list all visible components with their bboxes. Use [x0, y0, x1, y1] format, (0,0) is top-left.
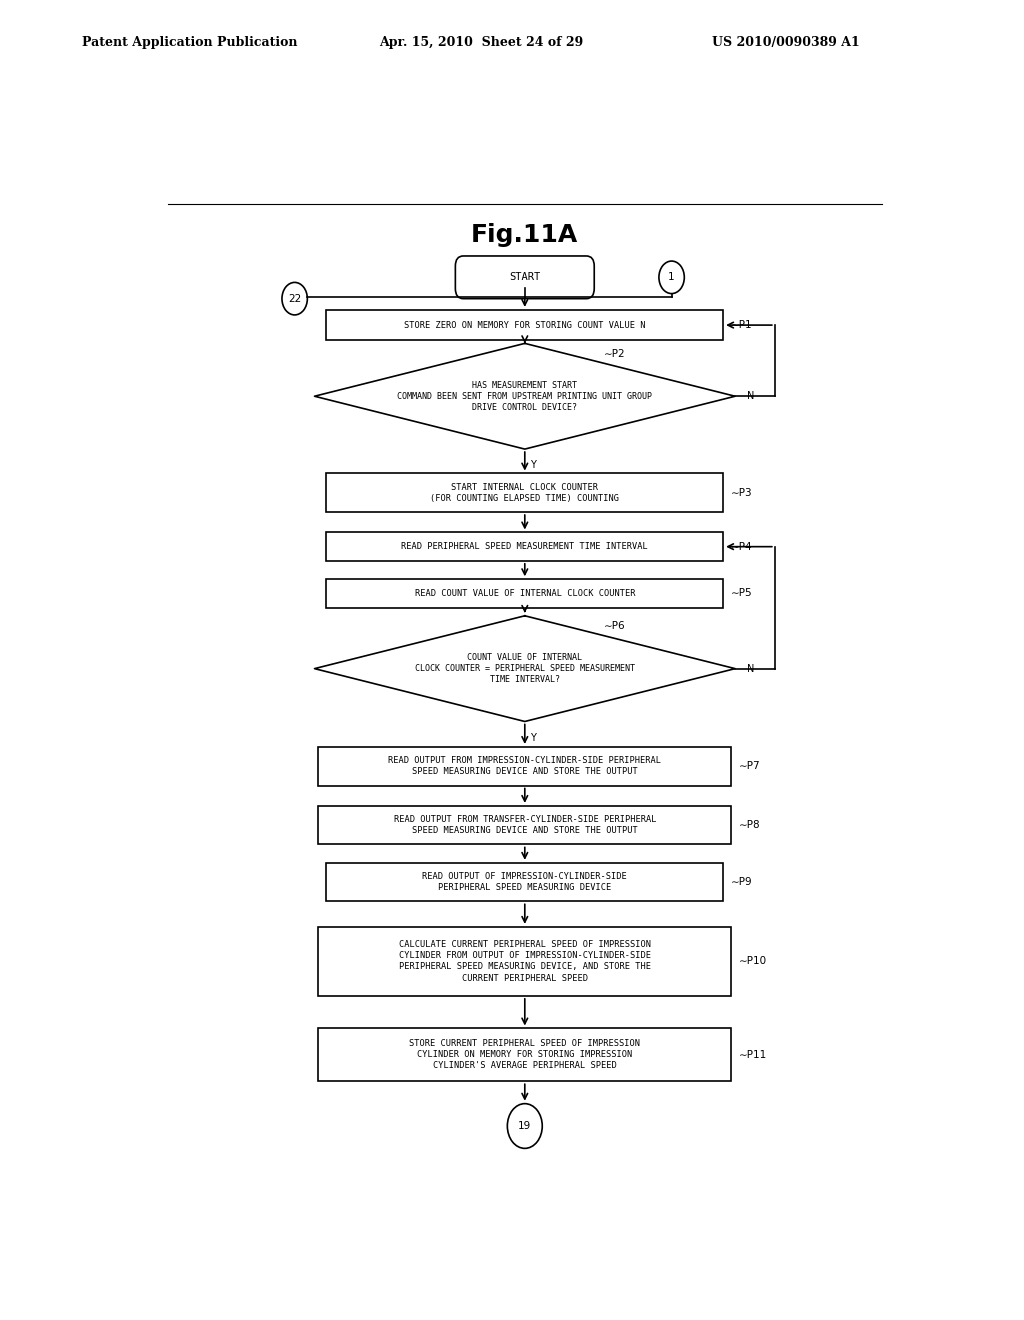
Text: ∼P6: ∼P6: [604, 620, 626, 631]
FancyBboxPatch shape: [456, 256, 594, 298]
Bar: [327, 579, 723, 607]
Text: ∼P3: ∼P3: [731, 488, 753, 498]
Bar: [318, 747, 731, 785]
Text: 19: 19: [518, 1121, 531, 1131]
Text: N: N: [748, 664, 755, 673]
Bar: [327, 532, 723, 561]
Text: READ OUTPUT FROM IMPRESSION-CYLINDER-SIDE PERIPHERAL
SPEED MEASURING DEVICE AND : READ OUTPUT FROM IMPRESSION-CYLINDER-SID…: [388, 756, 662, 776]
Text: STORE ZERO ON MEMORY FOR STORING COUNT VALUE N: STORE ZERO ON MEMORY FOR STORING COUNT V…: [404, 321, 645, 330]
Text: COUNT VALUE OF INTERNAL
CLOCK COUNTER = PERIPHERAL SPEED MEASUREMENT
TIME INTERV: COUNT VALUE OF INTERNAL CLOCK COUNTER = …: [415, 653, 635, 684]
Text: US 2010/0090389 A1: US 2010/0090389 A1: [712, 36, 859, 49]
Text: Y: Y: [529, 733, 536, 743]
Bar: [318, 805, 731, 845]
Text: ∼P11: ∼P11: [739, 1049, 767, 1060]
Bar: [327, 474, 723, 512]
Text: 1: 1: [669, 272, 675, 282]
Text: ∼P2: ∼P2: [604, 348, 626, 359]
Circle shape: [658, 261, 684, 293]
Text: READ OUTPUT FROM TRANSFER-CYLINDER-SIDE PERIPHERAL
SPEED MEASURING DEVICE AND ST: READ OUTPUT FROM TRANSFER-CYLINDER-SIDE …: [393, 816, 656, 836]
Text: ∼P7: ∼P7: [739, 762, 761, 771]
Text: START INTERNAL CLOCK COUNTER
(FOR COUNTING ELAPSED TIME) COUNTING: START INTERNAL CLOCK COUNTER (FOR COUNTI…: [430, 483, 620, 503]
Text: ∼P10: ∼P10: [739, 957, 767, 966]
Text: ∼P4: ∼P4: [731, 541, 753, 552]
Text: ∼P1: ∼P1: [731, 319, 753, 330]
Text: ∼P9: ∼P9: [731, 876, 753, 887]
Text: STORE CURRENT PERIPHERAL SPEED OF IMPRESSION
CYLINDER ON MEMORY FOR STORING IMPR: STORE CURRENT PERIPHERAL SPEED OF IMPRES…: [410, 1039, 640, 1071]
Text: Patent Application Publication: Patent Application Publication: [82, 36, 297, 49]
Text: Fig.11A: Fig.11A: [471, 223, 579, 247]
Text: CALCULATE CURRENT PERIPHERAL SPEED OF IMPRESSION
CYLINDER FROM OUTPUT OF IMPRESS: CALCULATE CURRENT PERIPHERAL SPEED OF IM…: [398, 940, 651, 982]
Text: Y: Y: [529, 461, 536, 470]
Text: READ COUNT VALUE OF INTERNAL CLOCK COUNTER: READ COUNT VALUE OF INTERNAL CLOCK COUNT…: [415, 589, 635, 598]
Text: ∼P5: ∼P5: [731, 589, 753, 598]
Text: 22: 22: [288, 293, 301, 304]
Bar: [318, 927, 731, 995]
Text: Apr. 15, 2010  Sheet 24 of 29: Apr. 15, 2010 Sheet 24 of 29: [379, 36, 583, 49]
Text: READ OUTPUT OF IMPRESSION-CYLINDER-SIDE
PERIPHERAL SPEED MEASURING DEVICE: READ OUTPUT OF IMPRESSION-CYLINDER-SIDE …: [423, 873, 627, 892]
Bar: [318, 1028, 731, 1081]
Circle shape: [507, 1104, 543, 1148]
Circle shape: [282, 282, 307, 315]
Text: READ PERIPHERAL SPEED MEASUREMENT TIME INTERVAL: READ PERIPHERAL SPEED MEASUREMENT TIME I…: [401, 543, 648, 552]
Bar: [327, 863, 723, 902]
Text: HAS MEASUREMENT START
COMMAND BEEN SENT FROM UPSTREAM PRINTING UNIT GROUP
DRIVE : HAS MEASUREMENT START COMMAND BEEN SENT …: [397, 380, 652, 412]
Text: START: START: [509, 272, 541, 282]
Bar: [327, 310, 723, 341]
Text: N: N: [748, 391, 755, 401]
Text: ∼P8: ∼P8: [739, 820, 761, 830]
